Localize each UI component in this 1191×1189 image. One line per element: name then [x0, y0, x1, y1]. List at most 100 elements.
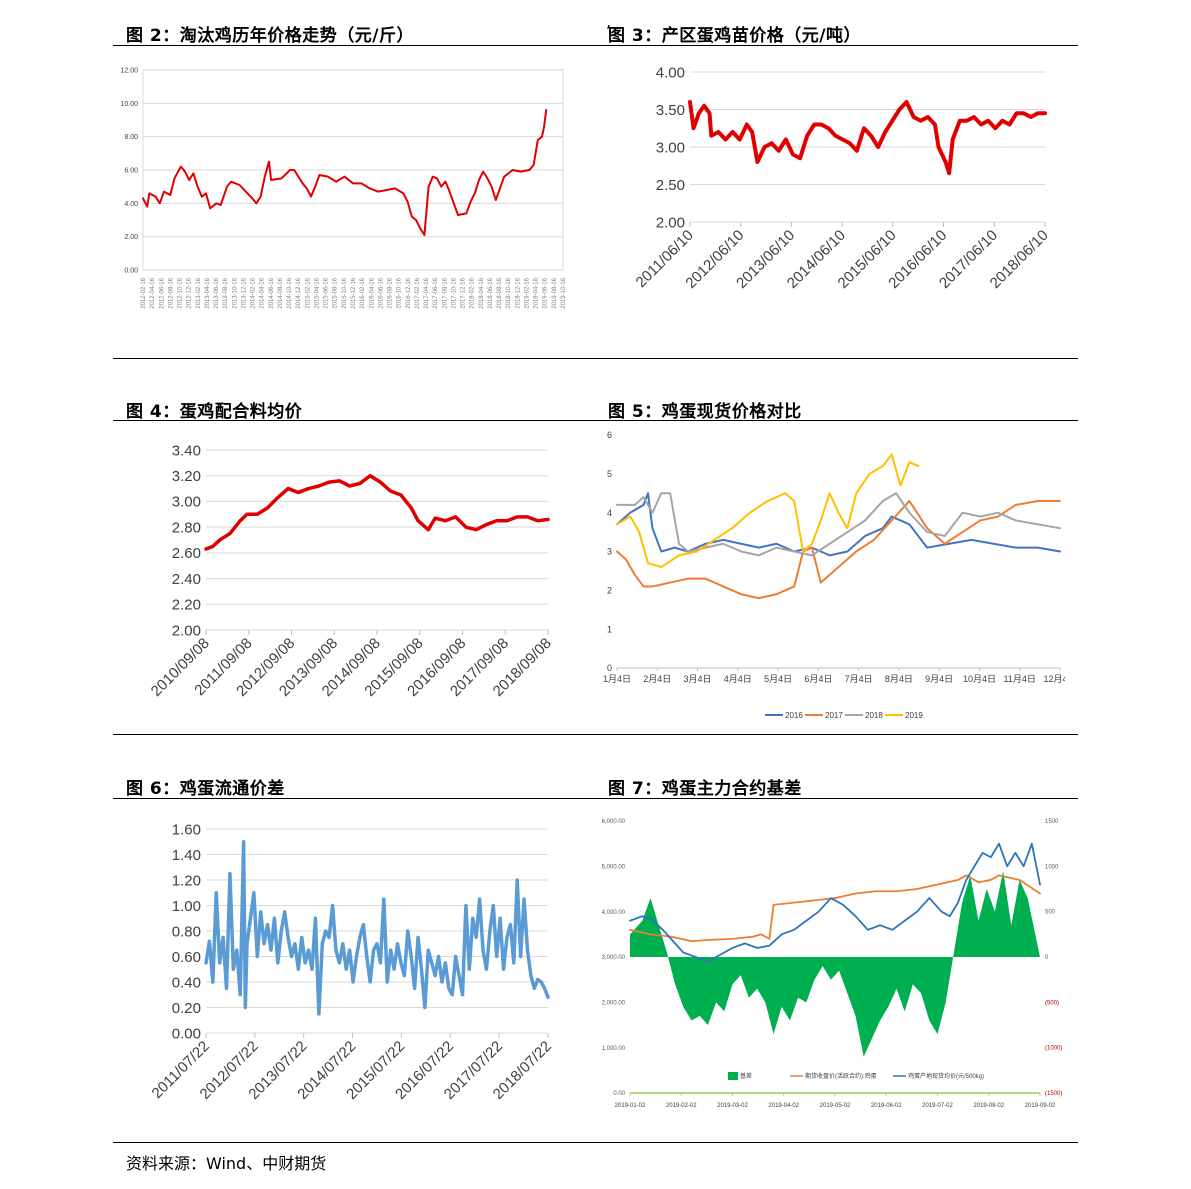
- x-tick-label: 2015-02-16: [305, 277, 311, 308]
- y2-tick-label: (1500): [1045, 1091, 1062, 1097]
- y-tick-label: 2.00: [124, 234, 138, 241]
- x-tick-label: 2019-10-16: [561, 277, 567, 308]
- x-tick-label: 2016-10-16: [397, 277, 403, 308]
- fig4-chart: 2.00 2.20 2.40 2.60 2.80 3.00 3.20 3.40 2010/09/…: [113, 425, 583, 730]
- x-tick-label: 2017-06-16: [433, 277, 439, 308]
- y-tick-label: 0.00: [613, 1091, 625, 1097]
- y-tick-label: 1.60: [172, 821, 201, 838]
- y-tick-label: 2.50: [656, 177, 685, 194]
- fig3-chart: 2.00 2.50 3.00 3.50 4.00 2011/06/10 2012/06/10…: [595, 50, 1065, 350]
- x-tick-label: 2013-12-16: [241, 277, 247, 308]
- x-tick-label: 2016-12-16: [406, 277, 412, 308]
- x-tick-label: 2014-04-16: [260, 277, 266, 308]
- y-tick-label: 1,000.00: [602, 1046, 626, 1052]
- fig3-svg: 2.002.503.003.504.002011/06/102012/06/10…: [633, 64, 1052, 292]
- y-tick-label: 1.00: [172, 898, 201, 915]
- series-line: [616, 500, 1061, 600]
- series-line: [204, 473, 550, 551]
- y-tick-label: 0.00: [172, 1025, 201, 1042]
- y-tick-label: 3.00: [656, 139, 685, 156]
- x-tick-label: 2015-10-16: [342, 277, 348, 308]
- x-tick-label: 1月4日: [603, 674, 631, 684]
- x-tick-label: 2月4日: [643, 674, 671, 684]
- x-tick-label: 7月4日: [845, 674, 873, 684]
- x-tick-label: 2015-08-16: [333, 277, 339, 308]
- divider: [113, 45, 1078, 46]
- x-tick-label: 2019-08-02: [973, 1103, 1004, 1109]
- y-tick-label: 4: [607, 508, 612, 518]
- x-tick-label: 2012-04-16: [150, 277, 156, 308]
- y-tick-label: 2.00: [656, 214, 685, 231]
- legend-label: 2017: [825, 711, 843, 720]
- y-tick-label: 4,000.00: [602, 910, 626, 916]
- series-area: [630, 870, 1040, 1057]
- fig4-title: 图 4：蛋鸡配合料均价: [126, 402, 303, 422]
- x-tick-label: 2012-06-16: [159, 277, 165, 308]
- x-tick-label: 2018-10-16: [506, 277, 512, 308]
- y-tick-label: 3.00: [172, 494, 201, 511]
- fig4-svg: 2.002.202.402.602.803.003.203.402010/09/…: [148, 442, 555, 700]
- x-tick-label: 5月4日: [764, 674, 792, 684]
- y-tick-label: 4.00: [656, 64, 685, 81]
- legend-swatch: [728, 1072, 738, 1080]
- y-tick-label: 3: [607, 547, 612, 557]
- series-line: [629, 842, 1041, 963]
- fig7-title: 图 7：鸡蛋主力合约基差: [608, 779, 802, 799]
- series-line: [616, 492, 1061, 557]
- x-tick-label: 2019-07-02: [922, 1103, 953, 1109]
- x-tick-label: 2019-06-02: [871, 1103, 902, 1109]
- y-tick-label: 1.20: [172, 872, 201, 889]
- y-tick-label: 10.00: [120, 101, 138, 108]
- y-tick-label: 6.00: [124, 167, 138, 174]
- x-tick-label: 2018-12-16: [515, 277, 521, 308]
- x-tick-label: 2018-08-16: [497, 277, 503, 308]
- series-line: [629, 874, 1041, 943]
- y-tick-label: 0.40: [172, 974, 201, 991]
- x-tick-label: 2015-06-16: [324, 277, 330, 308]
- y-tick-label: 2.40: [172, 571, 201, 588]
- x-tick-label: 2012-10-16: [178, 277, 184, 308]
- x-tick-label: 2016-04-16: [369, 277, 375, 308]
- x-tick-label: 2015-04-16: [314, 277, 320, 308]
- x-tick-label: 9月4日: [925, 674, 953, 684]
- x-tick-label: 2019-09-02: [1025, 1103, 1056, 1109]
- legend-label: 2018: [865, 711, 883, 720]
- x-tick-label: 2019-05-02: [820, 1103, 851, 1109]
- y-tick-label: 2.60: [172, 545, 201, 562]
- x-tick-label: 2019-06-16: [543, 277, 549, 308]
- x-tick-label: 2018-06-16: [488, 277, 494, 308]
- y2-tick-label: 1000: [1045, 864, 1059, 870]
- x-tick-label: 6月4日: [804, 674, 832, 684]
- x-tick-label: 2013-08-16: [223, 277, 229, 308]
- fig6-title: 图 6：鸡蛋流通价差: [126, 779, 285, 799]
- x-tick-label: 2013-10-16: [232, 277, 238, 308]
- y2-tick-label: 500: [1045, 910, 1056, 916]
- x-tick-label: 2015-12-16: [351, 277, 357, 308]
- x-tick-label: 2019-04-02: [768, 1103, 799, 1109]
- x-tick-label: 2012-08-16: [168, 277, 174, 308]
- x-tick-label: 2016-02-16: [360, 277, 366, 308]
- y-tick-label: 2,000.00: [602, 1000, 626, 1006]
- x-tick-label: 2017-12-16: [461, 277, 467, 308]
- x-tick-label: 2017-10-16: [451, 277, 457, 308]
- x-tick-label: 2018-04-16: [479, 277, 485, 308]
- x-tick-label: 2013-06-16: [214, 277, 220, 308]
- legend-label: 期货收盘价(活跃合约):鸡蛋: [805, 1072, 877, 1080]
- x-tick-label: 3月4日: [684, 674, 712, 684]
- x-tick-label: 2012-12-16: [187, 277, 193, 308]
- fig2-title: 图 2：淘汰鸡历年价格走势（元/斤）: [126, 26, 414, 46]
- x-tick-label: 2017-02-16: [415, 277, 421, 308]
- y-tick-label: 0.60: [172, 949, 201, 966]
- y-tick-label: 1: [607, 624, 612, 634]
- x-tick-label: 2014-06-16: [269, 277, 275, 308]
- fig2-svg: 0.00 2.00 4.00 6.00 8.00 10.00 12.00 2012-02-16…: [120, 67, 567, 308]
- y-tick-label: 6: [607, 430, 612, 440]
- y2-tick-label: 1500: [1045, 819, 1059, 825]
- divider: [113, 420, 1078, 421]
- fig6-svg: 0.000.200.400.600.801.001.201.401.602011…: [149, 821, 555, 1103]
- series-line: [616, 453, 920, 569]
- y-tick-label: 3.20: [172, 468, 201, 485]
- x-tick-label: 2019-08-16: [552, 277, 558, 308]
- fig6-chart: 0.00 0.20 0.40 0.60 0.80 1.00 1.20 1.40 1.60 2011…: [113, 803, 583, 1138]
- y2-tick-label: (1000): [1045, 1046, 1062, 1052]
